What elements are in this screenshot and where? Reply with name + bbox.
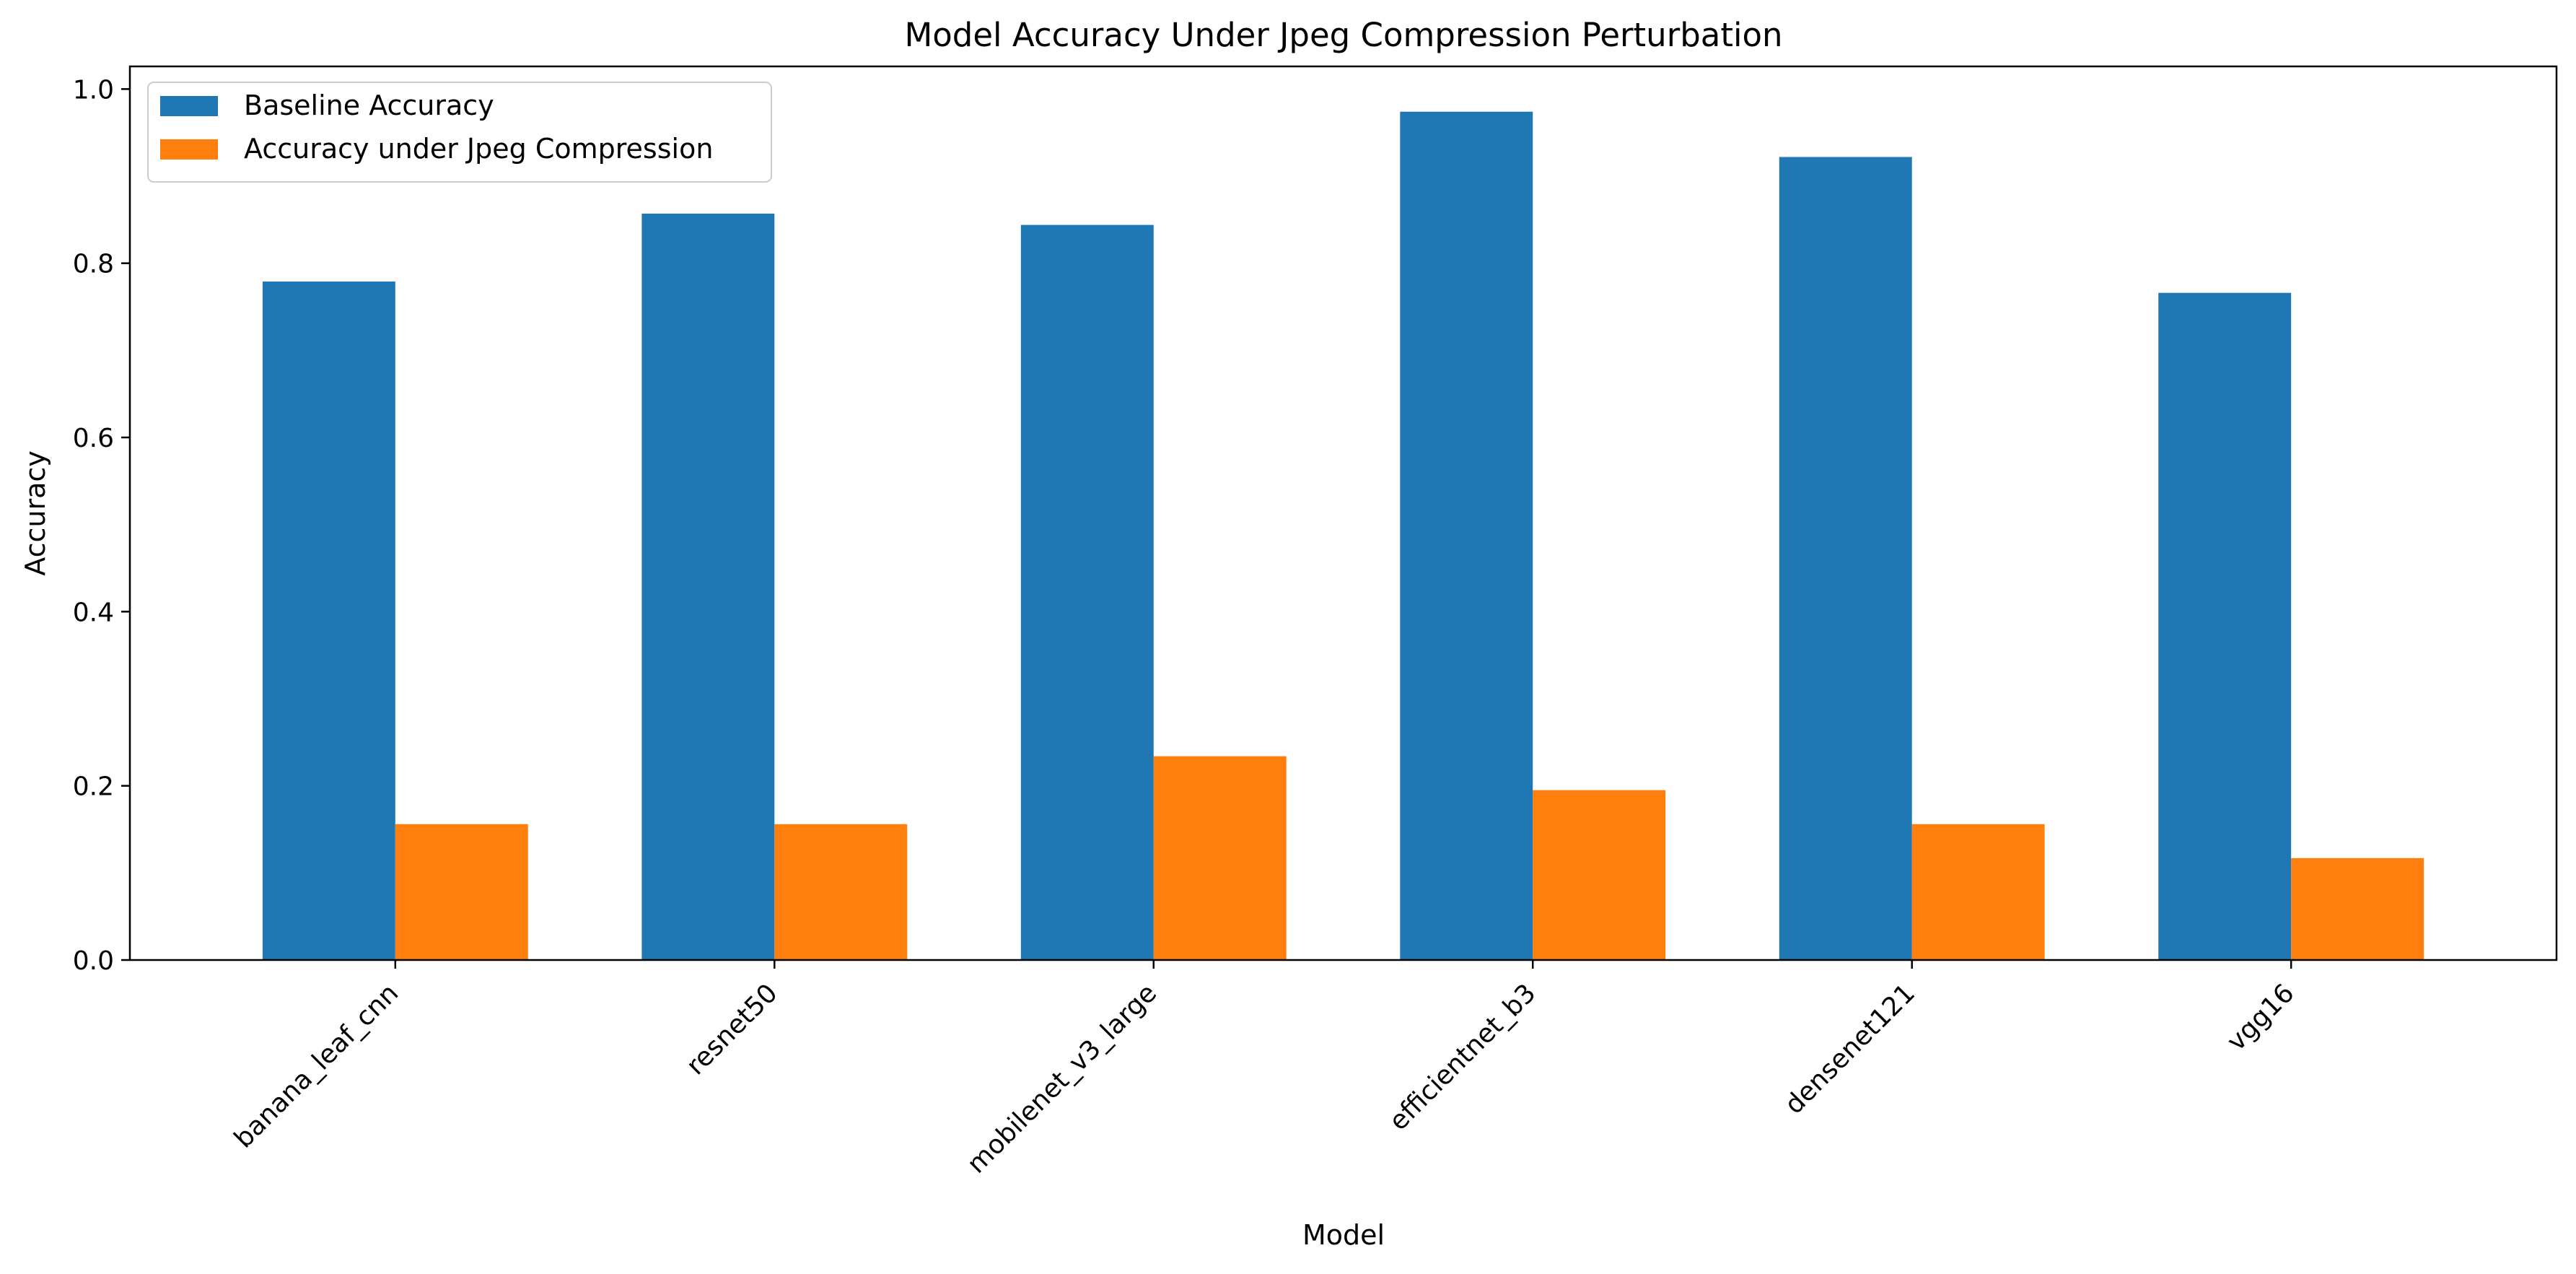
y-tick-label: 0.2 (73, 772, 114, 802)
x-tick-label: banana_leaf_cnn (229, 978, 404, 1153)
x-axis-label: Model (1302, 1219, 1385, 1251)
bar-baseline-resnet50 (641, 213, 775, 961)
legend-swatch (160, 139, 218, 160)
legend-label: Accuracy under Jpeg Compression (244, 133, 713, 165)
chart-title: Model Accuracy Under Jpeg Compression Pe… (904, 16, 1782, 54)
x-tick-label: resnet50 (681, 978, 784, 1081)
bar-jpeg-resnet50 (774, 824, 908, 960)
bar-baseline-mobilenet_v3_large (1020, 224, 1154, 961)
bar-jpeg-efficientnet_b3 (1533, 790, 1666, 960)
x-axis: banana_leaf_cnn resnet50 mobilenet_v3_larg… (229, 960, 2300, 1179)
bar-jpeg-mobilenet_v3_large (1153, 756, 1287, 960)
bar-baseline-densenet121 (1779, 157, 1912, 961)
y-tick-label: 0.8 (73, 250, 114, 279)
bar-jpeg-banana_leaf_cnn (395, 824, 528, 960)
x-tick-label: efficientnet_b3 (1384, 978, 1542, 1136)
y-tick-label: 0.4 (73, 598, 114, 627)
x-tick-label: mobilenet_v3_large (962, 978, 1162, 1179)
legend-box (147, 82, 772, 183)
legend: Baseline Accuracy Accuracy under Jpeg Com… (147, 82, 772, 183)
legend-swatch (160, 96, 218, 116)
bar-baseline-banana_leaf_cnn (262, 282, 395, 960)
bar-jpeg-vgg16 (2291, 858, 2424, 960)
y-tick-label: 0.0 (73, 946, 114, 976)
y-axis-label: Accuracy (19, 450, 51, 576)
x-tick-label: densenet121 (1779, 978, 1921, 1120)
bar-baseline-efficientnet_b3 (1400, 111, 1533, 961)
bars-group (262, 111, 2424, 961)
bar-baseline-vgg16 (2158, 292, 2292, 960)
plot-frame (128, 65, 2558, 961)
y-axis: 0.0 0.2 0.4 0.6 0.8 1.0 (73, 75, 130, 976)
x-tick-label: vgg16 (2222, 978, 2300, 1057)
y-tick-label: 0.6 (73, 424, 114, 453)
legend-label: Baseline Accuracy (244, 90, 494, 121)
y-tick-label: 1.0 (73, 75, 114, 105)
bar-jpeg-densenet121 (1911, 824, 2045, 960)
